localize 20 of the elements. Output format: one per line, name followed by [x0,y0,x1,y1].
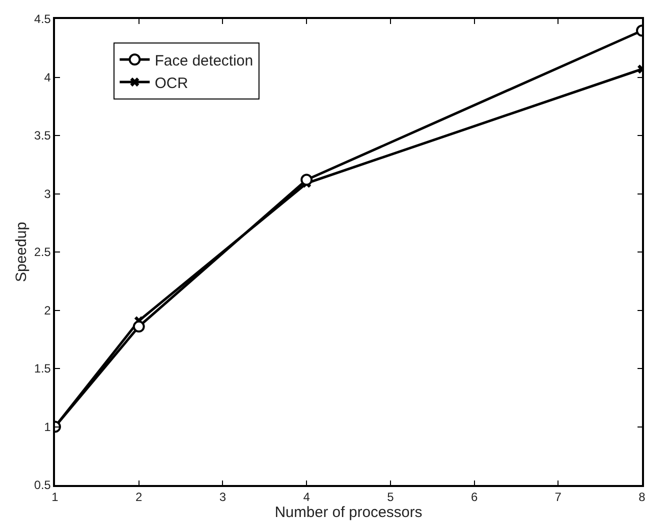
y-tick-label: 4 [44,70,52,84]
y-tick-label: 3.5 [34,128,52,143]
x-axis-title: Number of processors [274,504,422,522]
y-tick-label: 4.5 [34,12,52,26]
x-tick-label: 3 [219,490,226,504]
x-tick-label: 7 [554,490,562,504]
x-tick-label: 8 [638,490,646,504]
y-tick-label: 3 [44,186,52,201]
y-tick-label: 0.5 [34,478,52,492]
y-axis-title: Speedup [12,222,30,282]
y-tick-label: 2 [44,303,52,318]
y-tick-label: 1.5 [34,362,52,376]
x-tick-label: 4 [303,490,310,504]
x-tick-label: 5 [387,490,394,504]
legend-label: Face detection [154,52,254,70]
x-tick-label: 6 [470,490,478,504]
x-tick-label: 2 [136,490,143,504]
y-tick-label: 2.5 [34,245,52,260]
legend-label: OCR [154,74,188,92]
y-tick-label: 1 [44,420,52,434]
